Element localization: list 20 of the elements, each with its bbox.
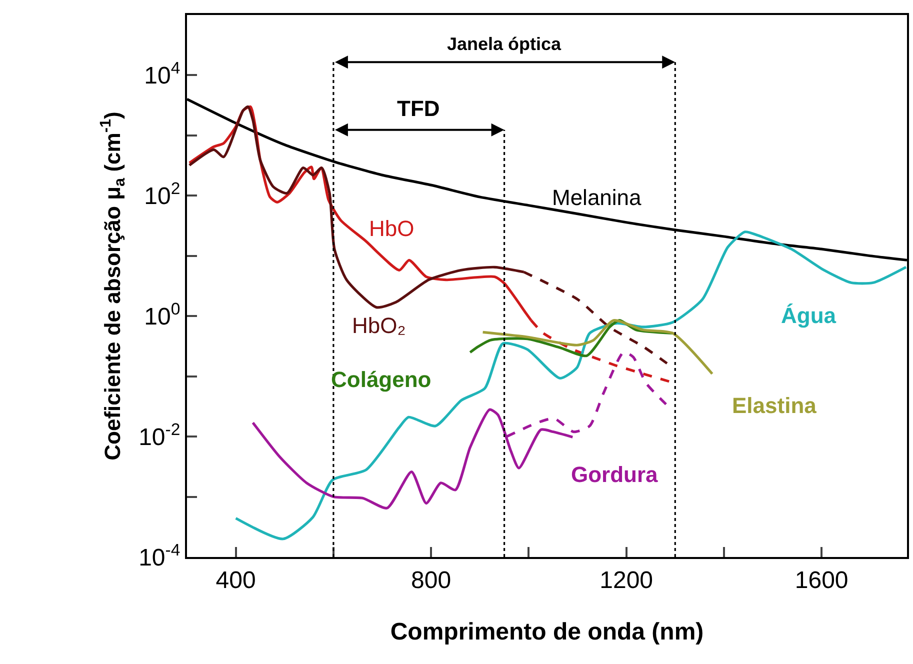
series-label: Elastina <box>732 393 818 418</box>
series-label: Água <box>781 303 837 328</box>
y-tick-label: 10$^{-4}$ <box>138 540 180 572</box>
y-tick-label: 10$^{4}$ <box>144 58 180 90</box>
x-axis-title: Comprimento de onda (nm) <box>390 618 704 646</box>
y-tick-label: 10$^{-2}$ <box>138 420 180 451</box>
x-tick-label: 400 <box>216 566 256 594</box>
y-tick-label: 10$^{2}$ <box>144 178 180 210</box>
annotation: TFD <box>397 96 440 121</box>
series-label: Gordura <box>571 462 659 487</box>
series-label: Colágeno <box>331 367 432 392</box>
series-label: HbO₂ <box>352 313 406 338</box>
x-tick-label: 1200 <box>600 566 654 594</box>
x-tick-label: 800 <box>411 566 452 594</box>
x-tick-label: 1600 <box>794 566 848 594</box>
series-label: Melanina <box>552 185 642 210</box>
annotation: Janela óptica <box>447 34 562 54</box>
y-tick-label: 10$^{0}$ <box>144 299 180 331</box>
series-label: HbO <box>369 216 414 241</box>
line-series <box>482 319 714 376</box>
